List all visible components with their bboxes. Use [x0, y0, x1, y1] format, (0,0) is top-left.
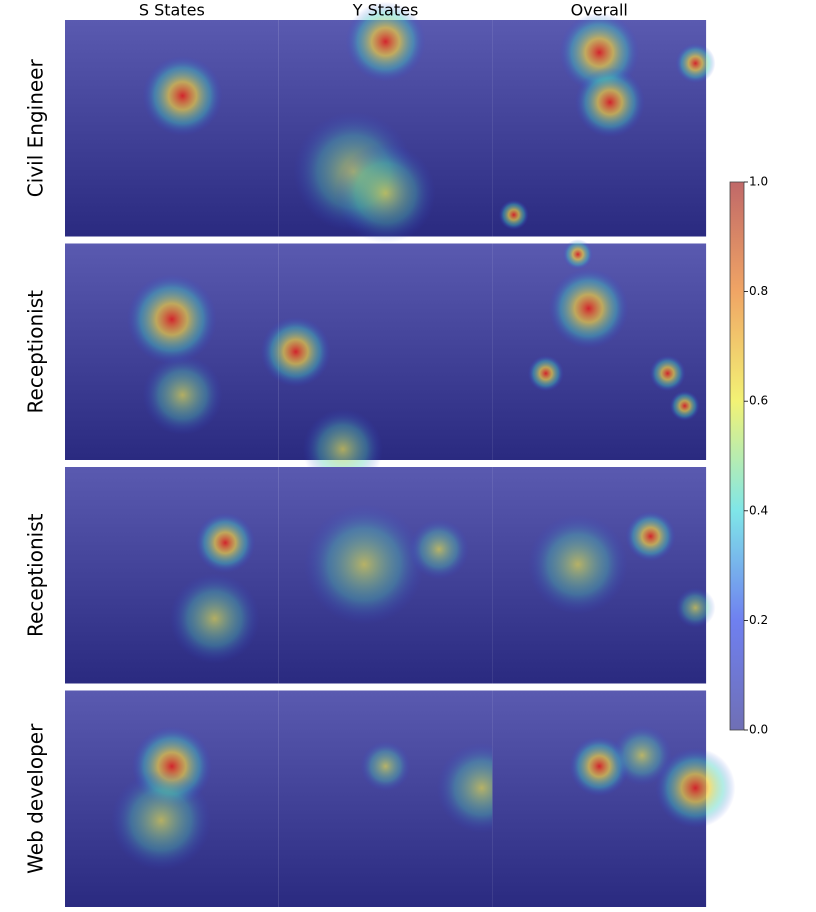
heat-blob — [548, 268, 629, 349]
heat-blob — [360, 741, 411, 792]
heat-blob — [142, 55, 223, 136]
column-header: Y States — [352, 1, 419, 20]
heat-blob — [655, 747, 736, 828]
heat-blob — [574, 67, 645, 138]
heat-blob — [611, 725, 672, 786]
heat-blob — [527, 514, 628, 615]
heat-blob — [260, 316, 331, 387]
heat-blob — [498, 199, 529, 230]
heat-blob — [142, 355, 223, 436]
heat-blob — [675, 587, 716, 628]
heat-blob — [304, 504, 425, 625]
row-label: Receptionist — [24, 290, 48, 414]
column-header: S States — [139, 1, 205, 20]
heat-blob — [562, 239, 593, 270]
heat-blob — [408, 519, 469, 580]
heat-blob — [126, 274, 217, 365]
colorbar-tick-label: 0.4 — [749, 503, 768, 517]
heat-blob — [669, 390, 700, 421]
colorbar-tick-label: 0.0 — [749, 723, 768, 737]
row-label: Civil Engineer — [24, 59, 48, 198]
colorbar — [729, 181, 745, 731]
row-label: Receptionist — [24, 513, 48, 637]
colorbar-tick-label: 1.0 — [749, 175, 768, 189]
heat-blob — [625, 511, 676, 562]
heatmap-image — [65, 467, 279, 684]
heat-blob — [195, 512, 256, 573]
heat-blob — [111, 770, 212, 871]
heat-blob — [527, 355, 564, 392]
colorbar-tick-label: 0.2 — [749, 613, 768, 627]
heat-blob — [345, 1, 426, 82]
colorbar-tick-label: 0.8 — [749, 284, 768, 298]
heatmap-grid — [65, 1, 736, 907]
colorbar-tick-label: 0.6 — [749, 394, 768, 408]
row-label: Web developer — [24, 723, 48, 874]
heat-blob — [649, 355, 686, 392]
heat-blob — [169, 573, 260, 664]
heat-blob — [675, 43, 716, 84]
heat-blob — [335, 143, 436, 244]
column-header: Overall — [571, 1, 628, 20]
